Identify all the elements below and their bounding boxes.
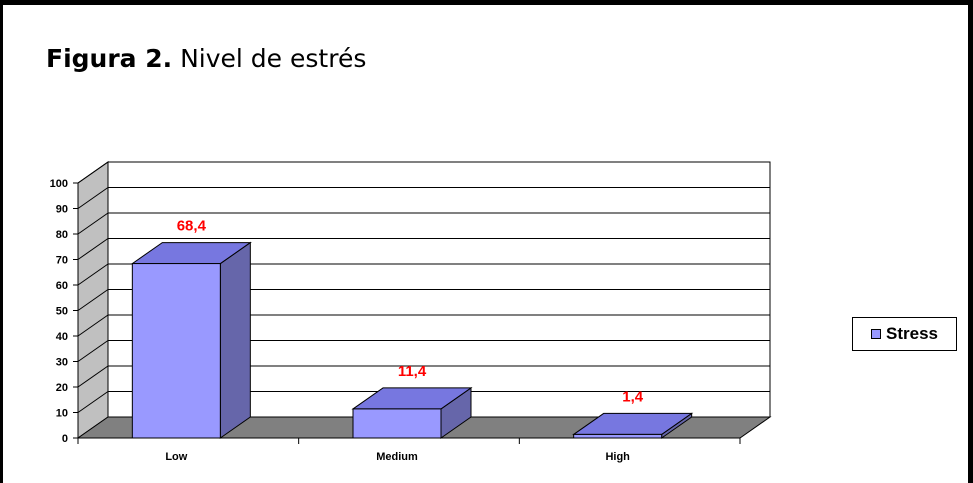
x-tick-label-low: Low — [165, 451, 187, 463]
legend-label-stress: Stress — [886, 324, 938, 343]
figure-caption: Nivel de estrés — [180, 44, 367, 73]
bar-high — [573, 433, 663, 439]
y-tick-label: 60 — [56, 280, 68, 292]
y-tick-label: 0 — [62, 433, 68, 445]
bar-low — [131, 263, 221, 439]
bar-medium — [352, 408, 442, 439]
gridline-side — [77, 314, 109, 337]
gridline-side — [77, 340, 109, 362]
gridline-side — [77, 263, 109, 286]
chart-legend: Stress — [852, 317, 957, 351]
gridline-side — [77, 289, 109, 311]
gridline-side — [77, 238, 109, 260]
y-tick-label: 10 — [56, 408, 68, 420]
x-tick-label-high: High — [605, 451, 630, 463]
x-tick-label-medium: Medium — [376, 451, 418, 463]
data-label-medium: 11,4 — [398, 363, 427, 380]
y-tick-label: 20 — [56, 382, 68, 394]
gridline-side — [77, 161, 109, 184]
gridline-side — [77, 391, 109, 413]
y-tick-label: 90 — [56, 204, 68, 216]
bar-side-low — [219, 241, 251, 439]
y-tick-label: 50 — [56, 306, 68, 318]
gridline-side — [77, 187, 109, 209]
y-tick-label: 70 — [56, 255, 68, 267]
legend-swatch-stress — [871, 329, 881, 339]
data-label-low: 68,4 — [177, 218, 207, 235]
y-tick-label: 80 — [56, 229, 68, 241]
y-tick-label: 30 — [56, 357, 68, 369]
y-tick-label: 100 — [50, 178, 68, 190]
figure-title: Figura 2. Nivel de estrés — [46, 44, 366, 73]
y-tick-label: 40 — [56, 331, 68, 343]
gridline-side — [77, 365, 109, 388]
gridline-side — [77, 212, 109, 235]
data-label-high: 1,4 — [622, 388, 644, 405]
figure-label: Figura 2. — [46, 44, 173, 73]
